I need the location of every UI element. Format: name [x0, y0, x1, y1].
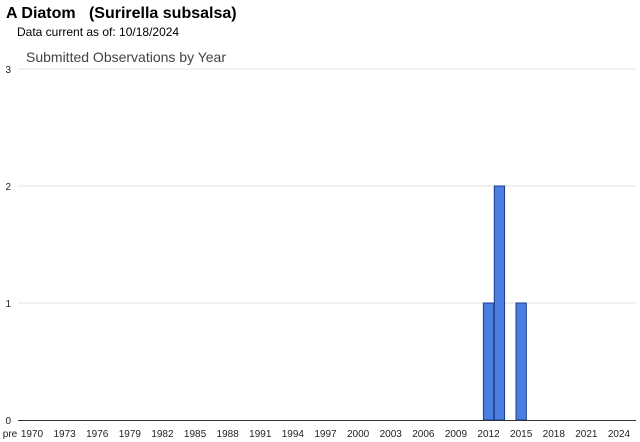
x-tick-label: 1991 — [249, 429, 272, 440]
bar-2012 — [482, 302, 495, 421]
data-current-note: Data current as of: 10/18/2024 — [17, 25, 180, 39]
x-tick-label: 2021 — [575, 429, 598, 440]
chart-title: Submitted Observations by Year — [26, 49, 227, 65]
x-tick-label: 1973 — [53, 429, 76, 440]
x-tick-label: 1985 — [184, 429, 207, 440]
y-tick-label: 3 — [5, 65, 11, 76]
x-tick-label: 1997 — [314, 429, 337, 440]
x-tick-label: 2018 — [543, 429, 566, 440]
x-tick-label: 1988 — [217, 429, 240, 440]
bar-2015 — [515, 302, 527, 421]
bar-2013 — [493, 185, 506, 421]
y-tick-label: 1 — [5, 299, 11, 310]
x-tick-label: 2024 — [608, 429, 631, 440]
x-tick-label: 1979 — [119, 429, 142, 440]
x-tick-label: 2012 — [477, 429, 500, 440]
x-tick-label: 1970 — [21, 429, 44, 440]
x-tick-label: pre — [3, 429, 18, 440]
x-tick-label: 2003 — [380, 429, 403, 440]
page-title: A Diatom (Surirella subsalsa) — [6, 5, 237, 22]
x-tick-label: 1982 — [151, 429, 174, 440]
x-tick-label: 2006 — [412, 429, 435, 440]
x-tick-label: 1994 — [282, 429, 305, 440]
x-tick-label: 1976 — [86, 429, 109, 440]
x-tick-label: 2000 — [347, 429, 370, 440]
y-tick-label: 0 — [5, 416, 11, 427]
x-tick-label: 2015 — [510, 429, 533, 440]
x-tick-label: 2009 — [445, 429, 468, 440]
y-tick-label: 2 — [5, 182, 11, 193]
